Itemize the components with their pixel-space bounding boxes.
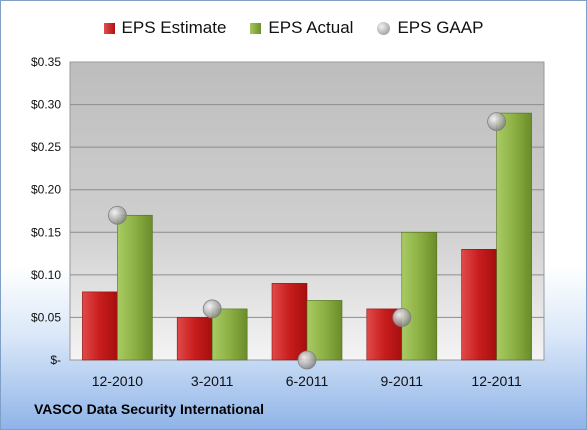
point-eps-gaap bbox=[202, 299, 222, 319]
x-axis-ticks: 12-2010 3-2011 6-2011 9-2011 12-2011 bbox=[92, 373, 522, 389]
legend: EPS Estimate EPS Actual EPS GAAP bbox=[0, 17, 587, 39]
gaap-points bbox=[108, 112, 507, 370]
y-tick-label: $0.20 bbox=[31, 183, 61, 197]
legend-item-estimate: EPS Estimate bbox=[103, 18, 227, 38]
point-eps-gaap bbox=[392, 308, 412, 327]
x-tick-label: 9-2011 bbox=[381, 373, 424, 389]
point-eps-gaap bbox=[487, 112, 507, 131]
y-axis-ticks: $- $0.05 $0.10 $0.15 $0.20 $0.25 $0.30 $0.35 bbox=[31, 55, 61, 367]
legend-swatch-gaap bbox=[377, 21, 391, 35]
point-eps-gaap bbox=[297, 350, 317, 370]
bar-eps-actual bbox=[401, 231, 438, 361]
y-tick-label: $0.25 bbox=[31, 140, 61, 154]
bar-eps-estimate bbox=[82, 291, 118, 361]
y-tick-label: $0.05 bbox=[31, 310, 61, 324]
y-tick-label: $0.35 bbox=[31, 55, 61, 69]
x-tick-label: 3-2011 bbox=[191, 373, 234, 389]
legend-item-gaap: EPS GAAP bbox=[377, 18, 483, 38]
bar-eps-estimate bbox=[271, 283, 308, 361]
legend-item-actual: EPS Actual bbox=[250, 18, 353, 38]
bar-eps-actual bbox=[496, 112, 532, 361]
x-tick-label: 12-2010 bbox=[92, 373, 144, 389]
point-eps-gaap bbox=[108, 205, 127, 225]
bar-eps-actual bbox=[211, 308, 248, 361]
y-tick-label: $0.15 bbox=[31, 225, 61, 239]
bar-eps-estimate bbox=[461, 249, 497, 361]
y-tick-label: $0.10 bbox=[31, 268, 61, 282]
bar-eps-actual bbox=[306, 300, 343, 361]
legend-label-actual: EPS Actual bbox=[268, 18, 354, 37]
x-tick-label: 12-2011 bbox=[471, 373, 522, 389]
bars bbox=[82, 112, 532, 361]
bar-eps-estimate bbox=[176, 317, 213, 361]
legend-swatch-actual bbox=[250, 22, 262, 34]
y-tick-label: $- bbox=[50, 353, 61, 367]
company-name: VASCO Data Security International bbox=[34, 401, 265, 417]
legend-label-gaap: EPS GAAP bbox=[397, 18, 484, 37]
bar-eps-actual bbox=[117, 214, 153, 361]
y-tick-label: $0.30 bbox=[31, 98, 61, 112]
legend-swatch-estimate bbox=[103, 22, 115, 34]
legend-label-estimate: EPS Estimate bbox=[121, 18, 227, 37]
x-tick-label: 6-2011 bbox=[286, 373, 329, 389]
